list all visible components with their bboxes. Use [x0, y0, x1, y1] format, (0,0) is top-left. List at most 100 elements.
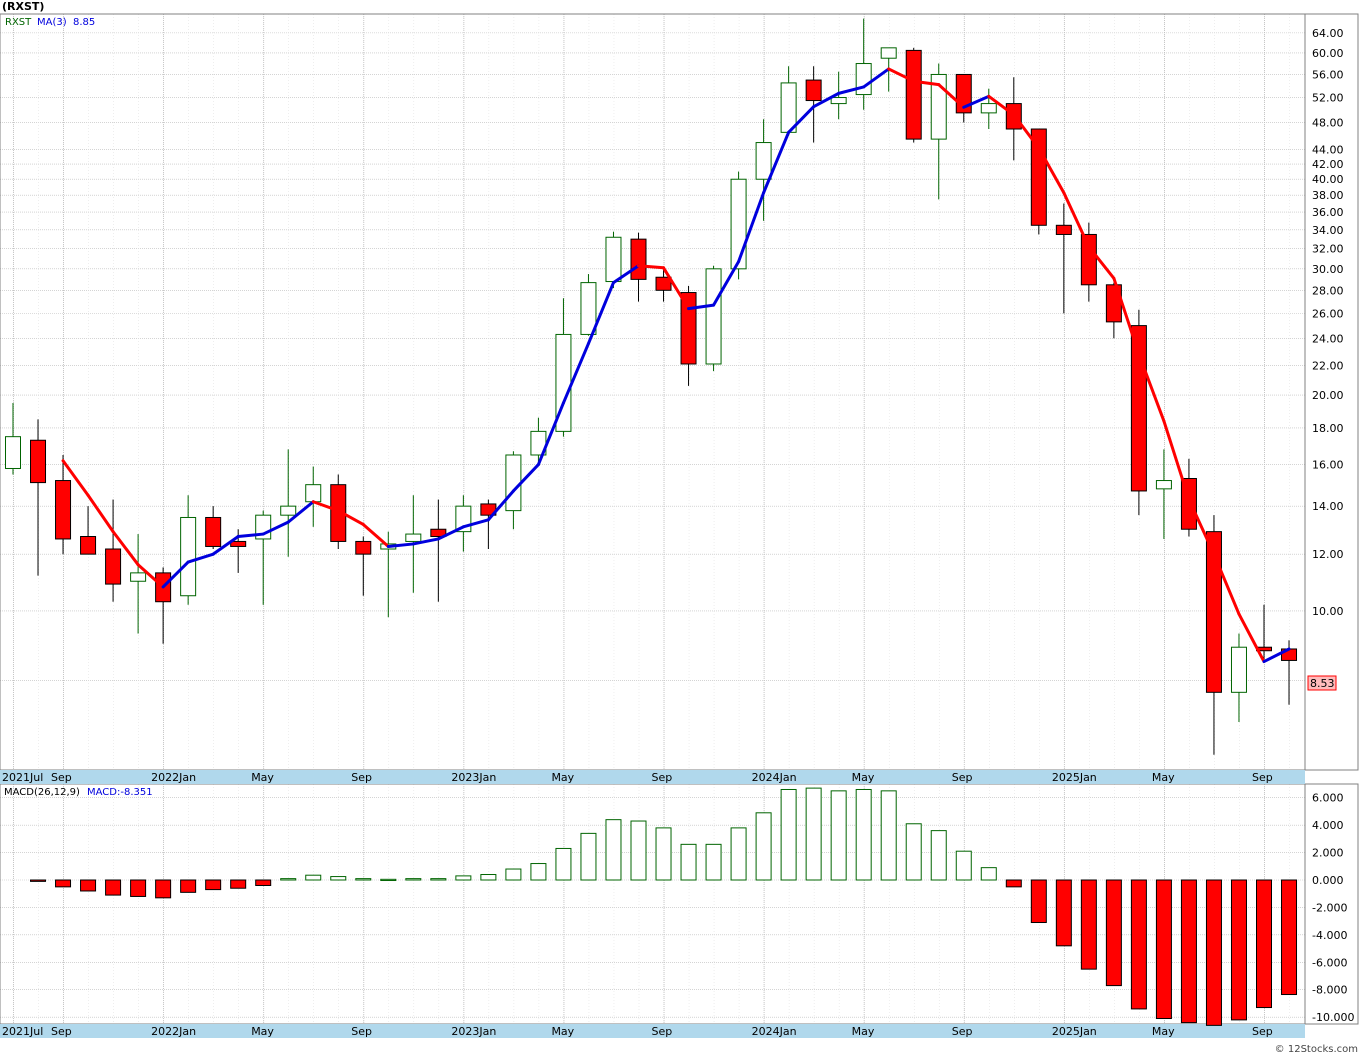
price-tick-label: 32.00 — [1312, 243, 1344, 256]
ma-segment — [637, 264, 666, 270]
macd-bar-positive — [805, 787, 822, 881]
ma-segment — [1137, 352, 1166, 423]
ma-segment — [486, 489, 515, 522]
ma-segment — [461, 518, 490, 529]
ma-segment — [1087, 245, 1116, 280]
macd-bar-positive — [780, 788, 797, 881]
candle-down — [55, 480, 72, 540]
macd-bar-negative — [1005, 879, 1022, 888]
price-tick-label: 14.00 — [1312, 500, 1344, 513]
legend-symbol: RXST — [5, 17, 32, 28]
price-tick-label: 44.00 — [1312, 144, 1344, 157]
macd-date-label: Sep — [652, 1025, 673, 1038]
macd-date-label: Sep — [952, 1025, 973, 1038]
macd-bar-negative — [205, 879, 222, 891]
ma-segment — [787, 105, 816, 134]
candle-up — [505, 454, 522, 512]
ma-segment — [386, 542, 415, 548]
macd-tick-label: 0.000 — [1312, 874, 1344, 887]
candle-up — [880, 47, 897, 59]
ma-segment — [411, 537, 440, 546]
ma-segment — [662, 266, 691, 311]
price-date-label: Sep — [952, 771, 973, 784]
price-tick-label: 48.00 — [1312, 116, 1344, 129]
macd-bar-positive — [955, 850, 972, 881]
macd-date-label: 2023Jan — [451, 1025, 496, 1038]
candle-down — [230, 540, 247, 547]
candle-down — [355, 540, 372, 555]
price-axis — [1304, 13, 1359, 771]
macd-date-labels: 2021Jul Sep 2022Jan May Sep 2023Jan May Sep 2024… — [2, 1025, 1273, 1038]
ma-segment — [611, 264, 640, 285]
macd-tick-label: 4.000 — [1312, 819, 1344, 832]
macd-bar-positive — [630, 820, 647, 881]
price-date-label: May — [1152, 771, 1175, 784]
macd-bar-negative — [155, 879, 172, 899]
macd-bar-positive — [980, 867, 997, 881]
ma-segment — [1062, 191, 1091, 249]
candle-up — [705, 268, 722, 365]
macd-bar-negative — [1105, 879, 1122, 987]
macd-bar-negative — [1180, 879, 1197, 1024]
candle-down — [330, 484, 347, 542]
price-tick-label: 24.00 — [1312, 332, 1344, 345]
ma-segment — [962, 94, 991, 109]
price-date-label: 2023Jan — [451, 771, 496, 784]
candle-up — [130, 572, 147, 582]
ma-segment — [687, 303, 716, 311]
candle-down — [430, 528, 447, 537]
macd-bar-positive — [855, 788, 872, 881]
macd-bar-negative — [1205, 879, 1222, 1026]
price-date-label: Sep — [1252, 771, 1273, 784]
macd-grid — [0, 784, 1305, 1024]
ma-segment — [1162, 419, 1191, 502]
macd-bar-positive — [530, 863, 547, 881]
macd-date-label: Sep — [351, 1025, 372, 1038]
candle-up — [405, 533, 422, 542]
macd-date-label: May — [1152, 1025, 1175, 1038]
price-date-label: May — [251, 771, 274, 784]
ma-segment — [1212, 552, 1241, 616]
macd-tick-label: 2.000 — [1312, 847, 1344, 860]
macd-value-label: MACD:-8.351 — [87, 787, 153, 798]
ma-segment — [987, 94, 1016, 117]
macd-date-axis — [0, 1024, 1305, 1038]
last-price-tag-box — [1307, 675, 1337, 691]
candle-up — [280, 505, 297, 516]
price-tick-label: 56.00 — [1312, 68, 1344, 81]
macd-bar-negative — [55, 879, 72, 888]
candle-down — [680, 292, 697, 365]
candle-down — [1080, 233, 1097, 286]
price-tick-label: 12.00 — [1312, 548, 1344, 561]
macd-bar-positive — [355, 878, 372, 881]
macd-bar-positive — [705, 843, 722, 881]
macd-bar-positive — [680, 843, 697, 881]
ma-segment — [311, 500, 340, 513]
candle-down — [1055, 224, 1072, 235]
macd-date-label: May — [251, 1025, 274, 1038]
candle-down — [30, 439, 47, 484]
macd-date-label: 2021Jul — [2, 1025, 43, 1038]
footer-credit: © 12Stocks.com — [1275, 1044, 1358, 1055]
price-tick-label: 16.00 — [1312, 459, 1344, 472]
price-tick-label: 20.00 — [1312, 389, 1344, 402]
ma-line — [61, 67, 1291, 664]
ma-segment — [536, 401, 565, 467]
price-tick-label: 36.00 — [1312, 206, 1344, 219]
macd-bar-negative — [230, 879, 247, 889]
macd-bar-positive — [405, 878, 422, 881]
price-tick-label: 60.00 — [1312, 47, 1344, 60]
macd-bar-negative — [30, 879, 47, 882]
price-date-label: Sep — [51, 771, 72, 784]
macd-bar-negative — [80, 879, 97, 892]
price-tick-label: 22.00 — [1312, 359, 1344, 372]
price-tick-label: 34.00 — [1312, 224, 1344, 237]
macd-tick-label: -8.000 — [1312, 984, 1347, 997]
macd-bar-positive — [505, 868, 522, 881]
price-date-labels: 2021Jul Sep 2022Jan May Sep 2023Jan May Sep 2024… — [2, 771, 1273, 784]
macd-bar-negative — [1230, 879, 1247, 1021]
price-grid — [0, 14, 1305, 770]
ma-segment — [186, 552, 215, 564]
macd-axis-labels: 6.000 4.000 2.000 0.000 -2.000 -4.000 -6.000 -8… — [1312, 792, 1354, 1024]
